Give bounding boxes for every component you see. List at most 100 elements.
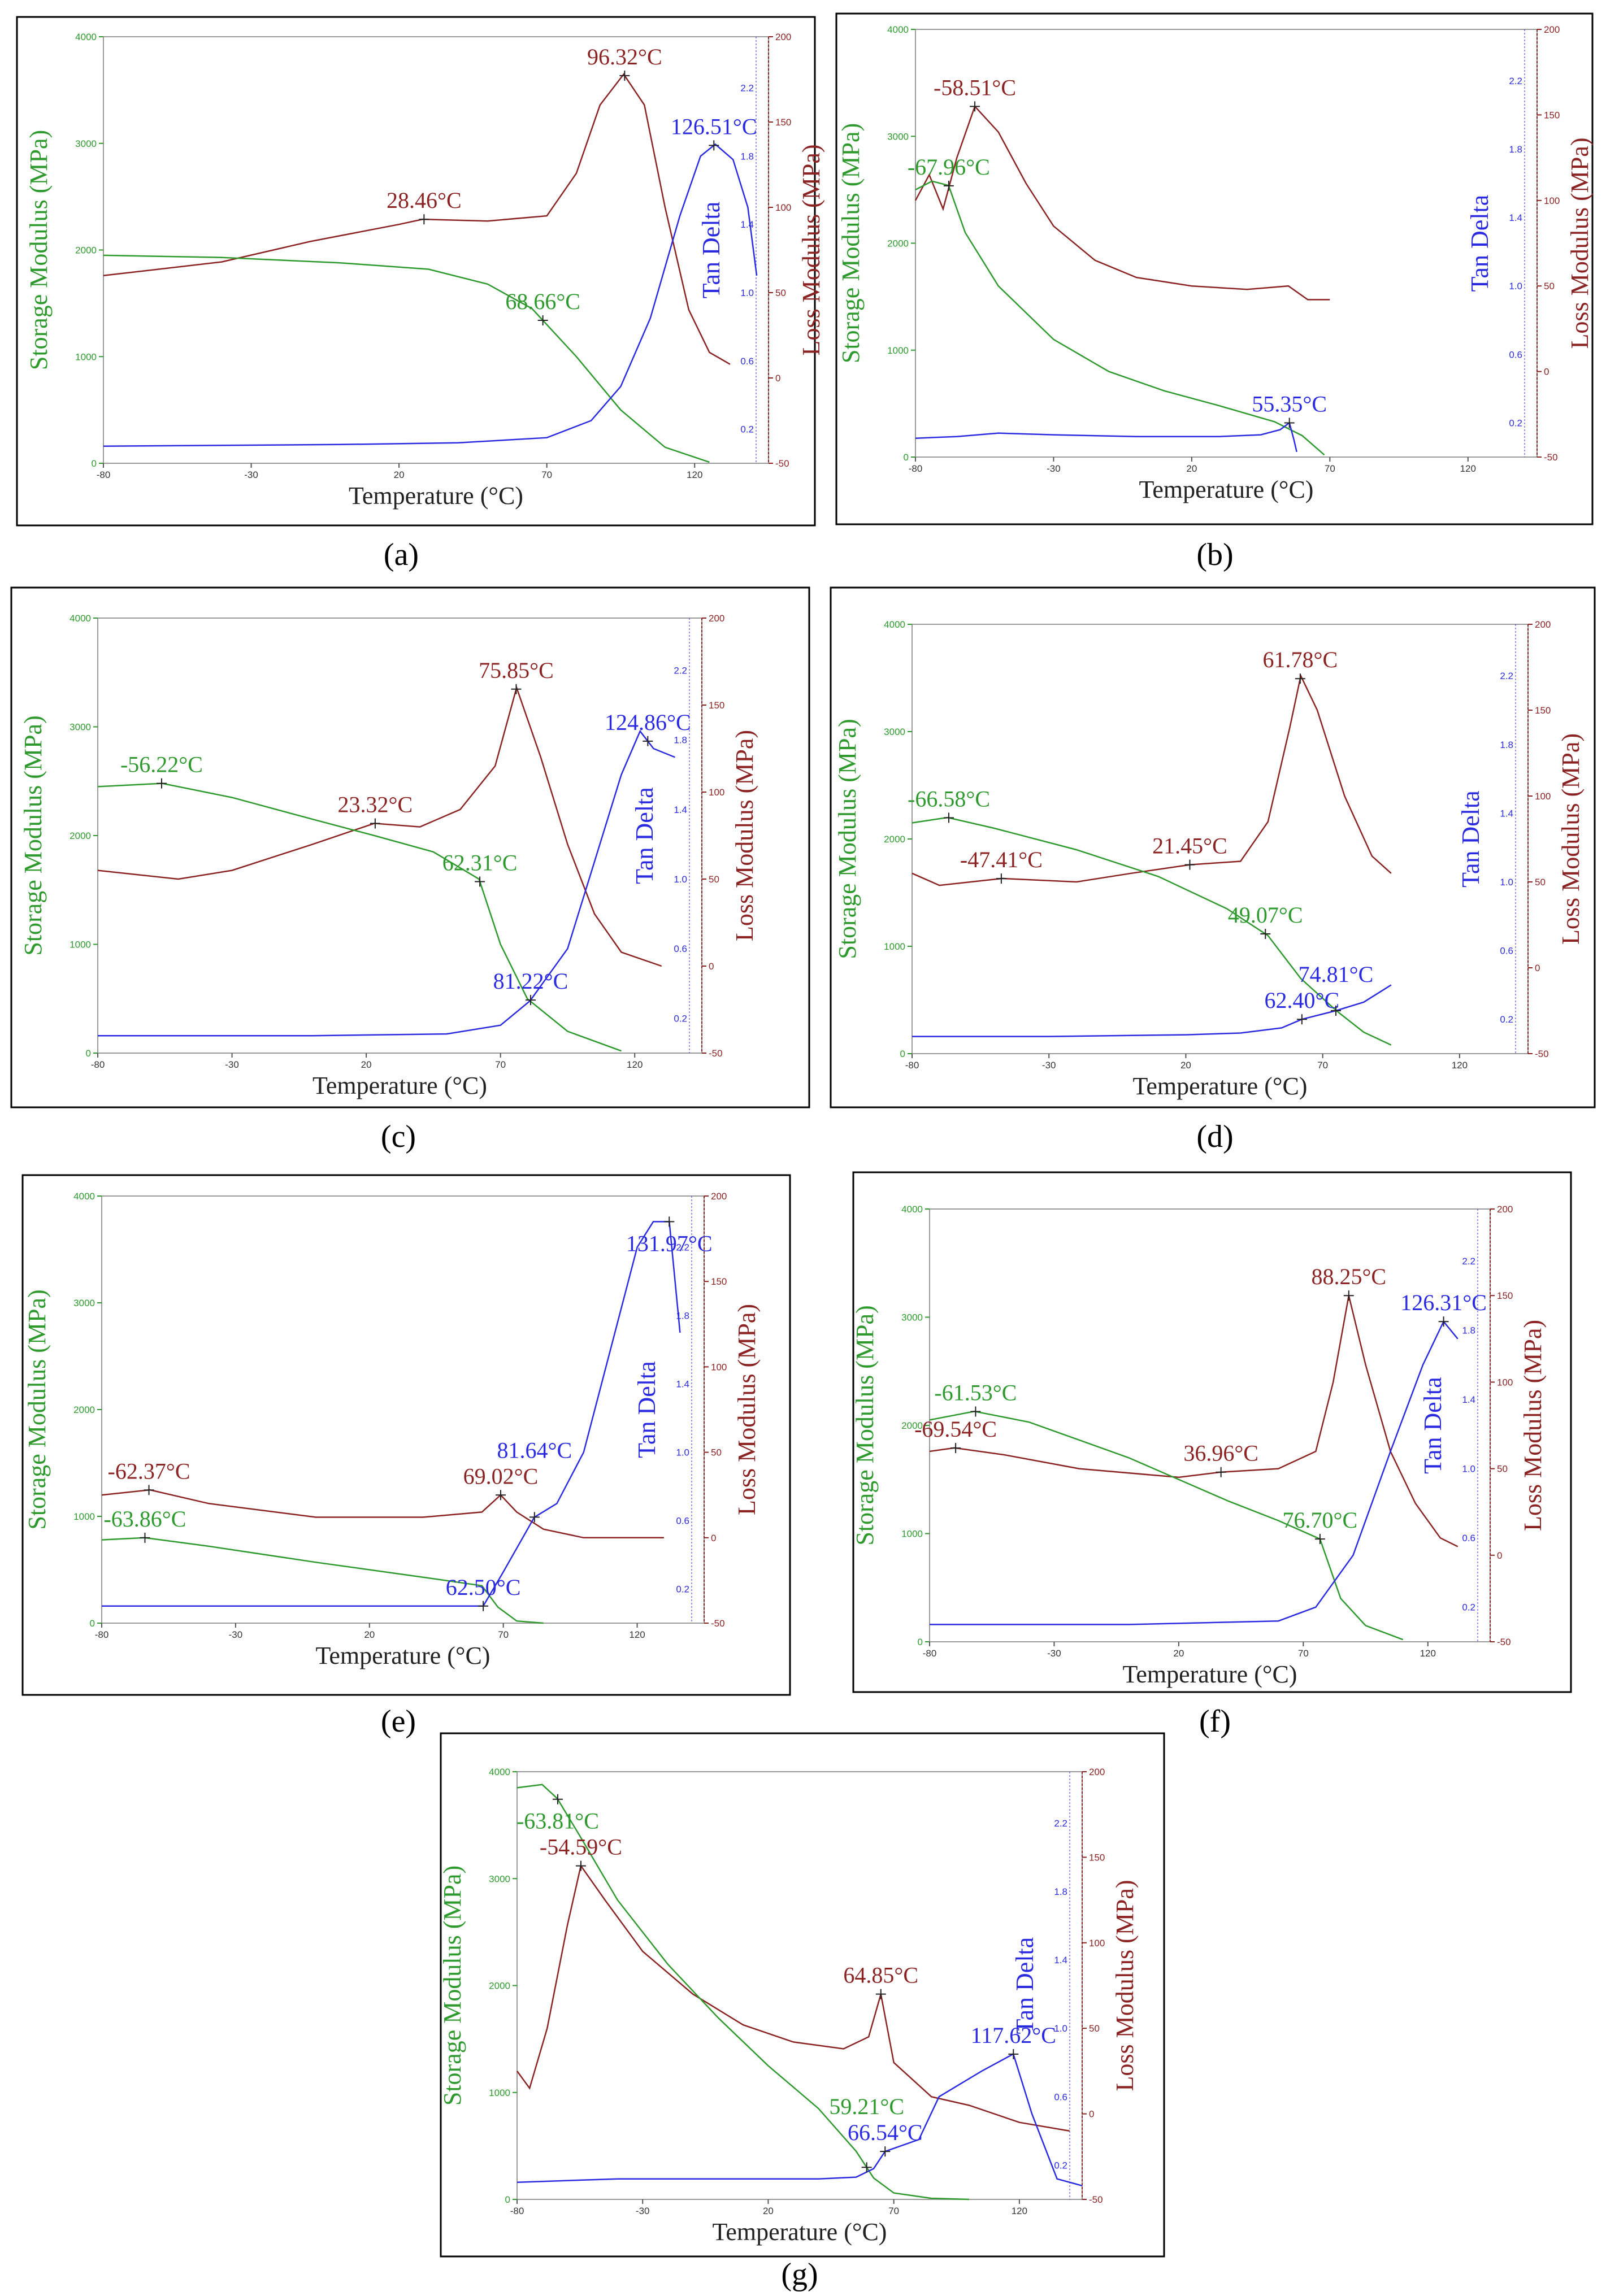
storage-tick-label: 4000 (887, 24, 909, 35)
peak-annotation: 131.97°C (626, 1230, 713, 1256)
peak-annotation: -66.58°C (908, 786, 990, 811)
peak-annotation: 62.31°C (442, 850, 518, 875)
x-tick-label: -30 (1047, 1648, 1061, 1659)
storage-modulus-line (929, 1410, 1404, 1641)
storage-tick-label: 0 (918, 1637, 923, 1647)
x-tick-label: -80 (923, 1648, 937, 1659)
x-tick-label: 120 (1452, 1060, 1468, 1071)
storage-axis-title: Storage Modulus (MPa) (837, 123, 865, 363)
storage-tick-label: 2000 (75, 245, 97, 256)
loss-tick-label: 50 (1544, 281, 1555, 292)
tan-tick-label: 1.4 (1054, 1955, 1067, 1965)
tan-delta-line (915, 421, 1297, 453)
loss-tick-label: 50 (709, 874, 719, 885)
loss-tick-label: 150 (1535, 705, 1551, 716)
tan-tick-label: 2.2 (1462, 1256, 1475, 1267)
peak-annotation: 66.54°C (848, 2120, 923, 2145)
peak-annotation: 69.02°C (463, 1463, 539, 1489)
loss-modulus-line (929, 1295, 1459, 1547)
plot-area (516, 1771, 1083, 2200)
peak-annotation: 81.64°C (497, 1437, 572, 1463)
peak-annotation: 74.81°C (1299, 962, 1374, 987)
x-tick-label: -80 (909, 463, 923, 474)
peak-annotation: 88.25°C (1311, 1264, 1386, 1289)
peak-annotation: -62.37°C (108, 1458, 190, 1484)
x-tick-label: 120 (687, 469, 702, 480)
storage-tick-label: 1000 (884, 941, 905, 952)
storage-tick-label: 1000 (489, 2088, 510, 2098)
storage-tick-label: 0 (900, 1049, 905, 1059)
storage-tick-label: 0 (86, 1048, 91, 1059)
peak-annotation: 36.96°C (1183, 1441, 1258, 1466)
loss-tick-label: 200 (711, 1191, 727, 1202)
loss-tick-label: 0 (1497, 1550, 1502, 1561)
tan-tick-label: 1.0 (1054, 2023, 1067, 2034)
tan-axis-title: Tan Delta (1457, 790, 1485, 888)
tan-tick-label: 0.6 (676, 1516, 689, 1527)
tan-axis-title: Tan Delta (631, 787, 658, 884)
storage-tick-label: 1000 (887, 345, 909, 356)
tan-tick-label: 1.8 (674, 735, 687, 746)
x-tick-label: 20 (364, 1629, 375, 1640)
storage-tick-label: 2000 (70, 830, 91, 841)
loss-axis-title: Loss Modulus (MPa) (1111, 1880, 1139, 2091)
storage-tick-label: 3000 (70, 722, 91, 733)
peak-annotation: 23.32°C (338, 792, 413, 817)
peak-annotation: -63.86°C (103, 1506, 186, 1532)
x-tick-label: 20 (361, 1059, 372, 1070)
tan-tick-label: 1.8 (1509, 144, 1522, 155)
loss-tick-label: 150 (775, 117, 791, 128)
storage-tick-label: 4000 (75, 32, 97, 42)
x-tick-label: -80 (91, 1059, 105, 1070)
x-tick-label: 120 (629, 1629, 645, 1640)
peak-annotation: -54.59°C (540, 1834, 622, 1860)
tan-axis-title: Tan Delta (697, 202, 725, 299)
panel-frame (21, 1174, 791, 1696)
loss-axis-title: Loss Modulus (MPa) (731, 730, 758, 941)
loss-tick-label: 100 (775, 202, 791, 213)
tan-tick-label: 1.4 (674, 805, 687, 815)
loss-tick-label: 150 (1089, 1852, 1105, 1863)
panel-label: (a) (384, 537, 419, 572)
x-axis-title: Temperature (°C) (316, 1642, 491, 1669)
peak-annotation: 81.22°C (493, 968, 568, 994)
panel-label: (c) (381, 1119, 416, 1154)
storage-tick-label: 4000 (70, 613, 91, 624)
storage-tick-label: 1000 (70, 940, 91, 950)
tan-tick-label: 1.0 (1509, 281, 1522, 292)
panel-frame (10, 586, 810, 1108)
chart-panel-7: 0 1000 2000 3000 4000 0.2 0.6 1.0 1.4 1.8 2.2 -50 0 5… (439, 1732, 1165, 2292)
peak-annotation: -58.51°C (934, 75, 1016, 100)
loss-axis-title: Loss Modulus (MPa) (1557, 733, 1585, 945)
tan-tick-label: 1.4 (1462, 1394, 1475, 1405)
loss-tick-label: 150 (1544, 110, 1560, 120)
tan-tick-label: 1.0 (740, 288, 754, 298)
storage-tick-label: 4000 (884, 619, 905, 630)
tan-delta-line (102, 1221, 681, 1607)
plot-area (101, 1195, 705, 1624)
x-tick-label: 70 (1325, 463, 1335, 474)
chart-panel-5: 0 1000 2000 3000 4000 0.2 0.6 1.0 1.4 1.8 2.2 -50 0 5… (21, 1174, 791, 1739)
loss-tick-label: 100 (709, 787, 724, 798)
peak-annotation: -47.41°C (960, 847, 1043, 872)
loss-tick-label: 0 (709, 961, 714, 972)
peak-annotation: 49.07°C (1228, 902, 1303, 928)
loss-modulus-line (101, 1489, 664, 1539)
x-tick-label: -30 (1047, 463, 1061, 474)
peak-annotation: 64.85°C (843, 1963, 918, 1988)
loss-axis-title: Loss Modulus (MPa) (1519, 1320, 1547, 1531)
peak-annotation: 68.66°C (505, 289, 580, 314)
loss-tick-label: -50 (711, 1618, 725, 1629)
peak-annotation: 62.50°C (446, 1575, 521, 1600)
x-tick-label: -30 (225, 1059, 239, 1070)
storage-tick-label: 4000 (489, 1767, 510, 1777)
loss-tick-label: -50 (1544, 452, 1558, 463)
chart-panel-6: 0 1000 2000 3000 4000 0.2 0.6 1.0 1.4 1.8 2.2 -50 0 5… (851, 1171, 1572, 1739)
loss-tick-label: -50 (1089, 2194, 1103, 2205)
peak-annotation: -63.81°C (516, 1808, 599, 1834)
loss-tick-label: -50 (1535, 1049, 1549, 1059)
loss-tick-label: 100 (1497, 1377, 1513, 1388)
x-tick-label: 70 (1298, 1648, 1309, 1659)
tan-tick-label: 1.8 (1462, 1325, 1475, 1336)
loss-modulus-line (97, 685, 662, 967)
